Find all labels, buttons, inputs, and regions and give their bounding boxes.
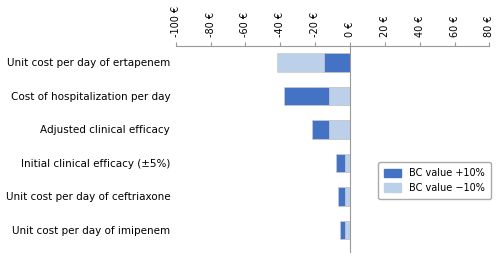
Bar — [336, 154, 350, 172]
Bar — [284, 87, 350, 105]
Bar — [329, 120, 350, 139]
Bar — [329, 87, 350, 105]
Legend: BC value +10%, BC value −10%: BC value +10%, BC value −10% — [378, 162, 491, 199]
Bar — [338, 187, 350, 206]
Bar — [324, 53, 350, 72]
Bar — [312, 120, 350, 139]
Bar — [340, 221, 350, 239]
Bar — [345, 154, 350, 172]
Bar — [277, 53, 350, 72]
Bar — [345, 187, 350, 206]
Bar — [345, 221, 350, 239]
